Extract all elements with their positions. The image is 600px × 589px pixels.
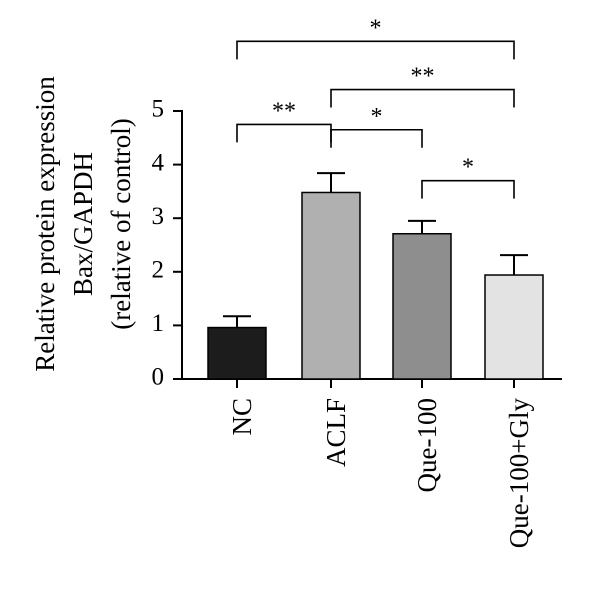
bar [484, 274, 544, 380]
bars [207, 191, 544, 380]
significance-label: ** [411, 64, 435, 90]
y-tick-label: 4 [152, 149, 165, 176]
significance-bracket [236, 123, 332, 143]
x-tick-label: Que-100 [412, 398, 442, 492]
significance-bracket [421, 179, 515, 199]
x-axis-labels: NC ACLF Que-100 Que-100+Gly [227, 398, 534, 549]
x-tick-label: NC [227, 398, 257, 436]
significance-label: * [462, 155, 474, 181]
bar [301, 191, 361, 380]
y-axis-label-line: Relative protein expression [30, 76, 60, 372]
significance-label: * [371, 104, 383, 130]
significance-label: ** [272, 98, 296, 124]
x-tick-label: ACLF [321, 398, 351, 467]
significance-bracket [330, 128, 423, 148]
significance-bracket [330, 88, 515, 108]
x-tick-label: Que-100+Gly [504, 398, 534, 549]
y-tick-label: 2 [152, 257, 165, 284]
y-tick-label: 3 [152, 203, 165, 230]
y-tick-label: 0 [152, 364, 165, 391]
y-axis-label-line: (relative of control) [106, 118, 136, 329]
significance-brackets: ** ***** [236, 15, 515, 199]
y-tick-label: 1 [152, 310, 165, 337]
significance-bracket [236, 40, 515, 60]
y-axis-ticks: 0 1 2 3 4 5 [152, 96, 182, 391]
error-bars [223, 172, 528, 328]
y-tick-label: 5 [152, 96, 165, 123]
significance-label: * [370, 15, 382, 41]
bar [392, 232, 452, 380]
bar [207, 326, 267, 380]
y-axis-label: Relative protein expression Bax/GAPDH (rel… [30, 76, 136, 372]
y-axis-label-line: Bax/GAPDH [68, 152, 98, 296]
